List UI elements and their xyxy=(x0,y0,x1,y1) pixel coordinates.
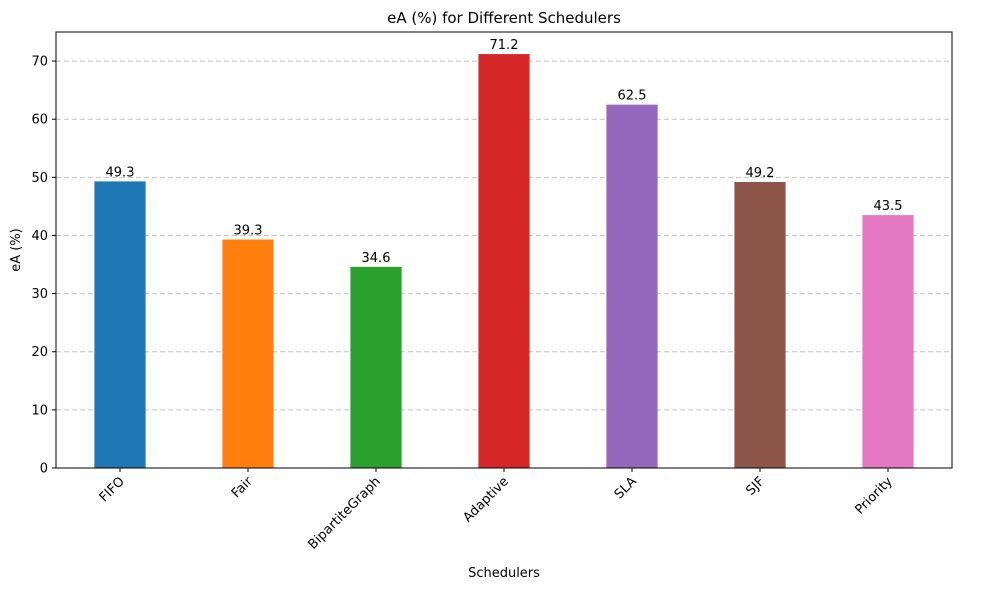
x-tick-label: Adaptive xyxy=(461,474,512,525)
bar-priority xyxy=(862,215,914,468)
bar-bipartitegraph xyxy=(350,266,402,468)
data-label: 39.3 xyxy=(234,224,263,239)
data-labels: 49.3 39.3 34.6 71.2 62.5 49.2 43.5 xyxy=(106,38,903,266)
bar-fair xyxy=(222,239,274,468)
y-axis-label: eA (%) xyxy=(9,228,24,272)
data-label: 49.2 xyxy=(746,166,775,181)
y-tick-label: 20 xyxy=(31,345,48,360)
data-label: 43.5 xyxy=(874,199,903,214)
bar-sla xyxy=(606,104,658,469)
bars xyxy=(94,54,914,469)
data-label: 62.5 xyxy=(618,89,647,104)
bar-fifo xyxy=(94,181,146,469)
x-tick-label: Fair xyxy=(229,474,256,501)
y-tick-label: 30 xyxy=(31,287,48,302)
x-tick-label: FIFO xyxy=(97,474,128,505)
x-tick-label: SJF xyxy=(743,474,767,498)
y-tick-label: 50 xyxy=(31,171,48,186)
chart-title: eA (%) for Different Schedulers xyxy=(387,9,621,27)
x-tick-label: SLA xyxy=(612,474,640,502)
x-axis-label: Schedulers xyxy=(468,566,540,581)
x-axis-ticks: FIFO Fair BipartiteGraph Adaptive SLA SJF Prio… xyxy=(97,468,896,553)
bar-sjf xyxy=(734,181,786,468)
y-tick-label: 0 xyxy=(40,462,48,477)
y-tick-label: 70 xyxy=(31,55,48,70)
y-tick-label: 40 xyxy=(31,229,48,244)
bar-adaptive xyxy=(478,54,530,468)
data-label: 34.6 xyxy=(362,251,391,266)
y-axis-ticks: 0 10 20 30 40 50 60 70 xyxy=(31,55,56,477)
y-tick-label: 60 xyxy=(31,113,48,128)
data-label: 49.3 xyxy=(106,165,135,180)
y-tick-label: 10 xyxy=(31,403,48,418)
x-tick-label: Priority xyxy=(852,474,896,518)
data-label: 71.2 xyxy=(490,38,519,53)
x-tick-label: BipartiteGraph xyxy=(305,474,383,552)
